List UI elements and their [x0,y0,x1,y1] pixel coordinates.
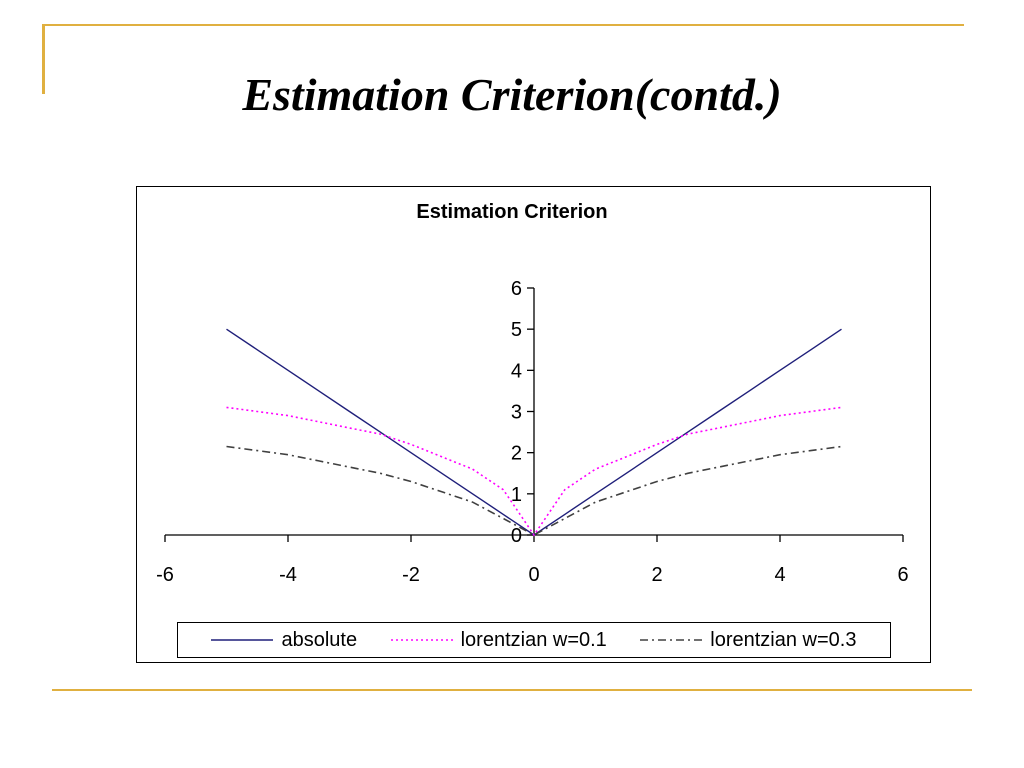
y-tick-label: 4 [511,360,522,382]
decorative-bottom-rule [52,689,972,691]
x-tick-label: 0 [528,564,539,586]
y-tick-label: 2 [511,443,522,465]
chart-title: Estimation Criterion [416,201,607,223]
legend-label: lorentzian w=0.1 [460,628,607,651]
y-tick-label: 5 [511,319,522,341]
legend-swatch [211,639,274,641]
legend-item-2: lorentzian w=0.1 [390,628,607,652]
x-tick-label: 4 [774,564,785,586]
series-line-3 [226,445,842,536]
legend-swatch [390,639,453,641]
chart-frame: Estimation Criterion -6 -4 -2 0 2 4 6 0 1 2 3 4 5 6 ab… [136,186,931,663]
legend-swatch [640,639,703,641]
y-tick-label: 6 [511,278,522,300]
legend-label: lorentzian w=0.3 [710,628,857,651]
x-tick-label: -6 [156,564,174,586]
decorative-top-rule [42,24,964,26]
legend-item-1: absolute [211,629,357,652]
slide-title: Estimation Criterion(contd.) [242,69,782,120]
chart-canvas: Estimation Criterion -6 -4 -2 0 2 4 6 0 1 2 3 4 5 6 [156,201,908,586]
x-tick-label: 2 [651,564,662,586]
x-tick-label: -4 [279,564,297,586]
x-tick-label: 6 [897,564,908,586]
series-line-2 [226,406,842,537]
legend-label: absolute [281,628,358,651]
x-tick-label: -2 [402,564,420,586]
y-tick-label: 1 [511,484,522,506]
chart-legend: absolute lorentzian w=0.1 lorentzian w=0.3 [177,622,891,658]
y-tick-label: 0 [511,525,522,547]
y-tick-label: 3 [511,402,522,424]
legend-item-3: lorentzian w=0.3 [640,629,856,652]
decorative-vertical-line [42,24,45,94]
